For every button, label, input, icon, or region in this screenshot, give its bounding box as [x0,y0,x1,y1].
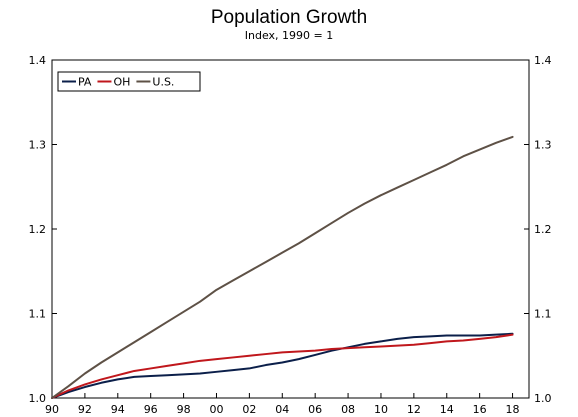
series-line-pa [51,332,514,399]
y-tick-label-right: 1.3 [534,139,552,152]
series-line-oh [51,333,514,399]
x-tick-label: 90 [45,403,59,416]
y-tick-label-left: 1.0 [29,392,47,405]
legend-box [57,71,201,92]
x-tick-label: 08 [341,403,355,416]
x-tick-label: 04 [275,403,289,416]
y-tick-label-right: 1.0 [534,392,552,405]
x-tick-label: 00 [209,403,223,416]
x-tick-label: 16 [473,403,487,416]
series-lines [51,135,514,399]
y-tick-label-right: 1.4 [534,54,552,67]
x-axis: 90 92 94 96 98 00 02 04 06 08 10 12 14 16 18 [45,393,520,416]
y-tick-label-right: 1.1 [534,308,552,321]
legend: PA OH U.S. [57,71,201,92]
y-tick-label-left: 1.4 [29,54,47,67]
plot-area-frame [51,59,530,399]
x-tick-label: 14 [440,403,454,416]
legend-label: U.S. [152,76,174,89]
x-tick-label: 92 [78,403,92,416]
y-tick-label-left: 1.1 [29,308,47,321]
series-line-us [51,135,514,399]
legend-label: OH [113,76,130,89]
x-tick-label: 96 [144,403,158,416]
chart-title: Population Growth [210,7,368,28]
legend-label: PA [78,76,92,89]
x-tick-label: 10 [374,403,388,416]
x-tick-label: 06 [308,403,322,416]
x-tick-label: 94 [111,403,125,416]
y-axis: 1.0 1.0 1.1 1.1 1.2 1.2 1.3 1.3 1.4 1.4 [29,54,552,405]
y-tick-label-left: 1.3 [29,139,47,152]
chart-subtitle: Index, 1990 = 1 [244,29,334,42]
y-tick-label-right: 1.2 [534,223,552,236]
x-tick-label: 02 [242,403,256,416]
x-tick-label: 18 [506,403,520,416]
y-tick-label-left: 1.2 [29,223,47,236]
x-tick-label: 12 [407,403,421,416]
x-tick-label: 98 [177,403,191,416]
